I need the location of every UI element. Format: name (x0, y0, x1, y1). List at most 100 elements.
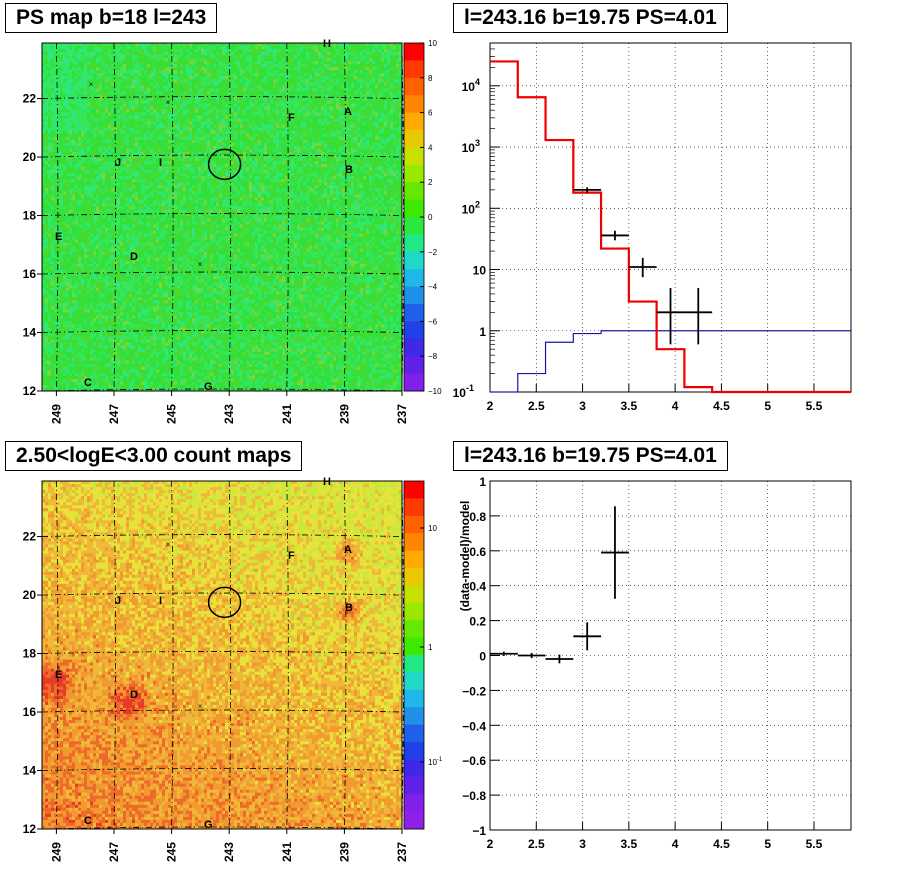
spectrum-x-tick-label: 3 (579, 399, 586, 413)
colorbar-ps-tick-label: −6 (428, 317, 438, 326)
residual-y-tick-label: 1 (479, 475, 486, 489)
spectrum-y-tick-label: 104 (462, 77, 480, 94)
map-x-tick-label: 243 (222, 404, 236, 424)
spectrum-x-tick-label: 3.5 (621, 399, 638, 413)
colorbar-ps-tick-label: −8 (428, 352, 438, 361)
map-y-tick-label: 22 (23, 92, 37, 106)
map-x-tick-label: 245 (165, 842, 179, 862)
spectrum-y-tick-label: 103 (462, 138, 480, 155)
residual-y-axis-label: (data-model)/model (458, 501, 472, 612)
source-label-b: B (345, 602, 353, 614)
colorbar-ps-tick-label: 10 (428, 39, 437, 48)
residual-x-tick-label: 3.5 (621, 837, 638, 851)
residual-y-tick-label: −0.4 (462, 719, 486, 733)
colorbar-count-tick-label: 1 (428, 643, 433, 652)
residual-y-tick-label: −0.8 (462, 789, 486, 803)
colorbar-count-tick-label: 10 (428, 524, 437, 533)
source-label-c: C (84, 377, 92, 389)
map-x-tick-label: 239 (337, 404, 351, 424)
count-map-panel (37, 481, 404, 834)
spectrum-x-tick-label: 4 (672, 399, 679, 413)
cross-marker: × (89, 80, 94, 89)
map-y-tick-label: 18 (23, 209, 37, 223)
colorbar-ps-tick-label: 4 (428, 143, 433, 152)
map-x-tick-label: 247 (107, 842, 121, 862)
cross-marker: × (166, 98, 171, 107)
residual-x-tick-label: 5 (764, 837, 771, 851)
colorbar-ps-tick-label: −2 (428, 248, 438, 257)
colorbar-count-tick-label: 10-1 (428, 757, 443, 767)
spectrum-x-tick-label: 2.5 (528, 399, 545, 413)
source-label-f: F (288, 550, 295, 562)
colorbar-ps-tick-label: 8 (428, 74, 433, 83)
source-label-g: G (204, 381, 213, 393)
source-label-b: B (345, 164, 353, 176)
cross-marker: × (198, 260, 203, 269)
map-x-tick-label: 241 (280, 404, 294, 424)
source-label-a: A (344, 106, 352, 118)
map-y-tick-label: 14 (23, 326, 37, 340)
residual-x-tick-label: 4 (672, 837, 679, 851)
spectrum-y-tick-label: 1 (479, 325, 486, 339)
map-y-tick-label: 14 (23, 764, 37, 778)
map-y-tick-label: 22 (23, 530, 37, 544)
source-label-h: H (323, 38, 331, 50)
ps-map-panel (37, 43, 404, 396)
map-x-tick-label: 249 (49, 404, 63, 424)
spectrum-x-tick-label: 2 (487, 399, 494, 413)
source-label-e: E (55, 669, 62, 681)
map-x-tick-label: 239 (337, 842, 351, 862)
residual-x-tick-label: 2 (487, 837, 494, 851)
map-x-tick-label: 247 (107, 404, 121, 424)
source-label-e: E (55, 231, 62, 243)
map-x-tick-label: 237 (395, 404, 409, 424)
spectrum-y-tick-label: 10-1 (453, 383, 474, 400)
spectrum-x-tick-label: 4.5 (713, 399, 730, 413)
spectrum-panel (490, 43, 851, 392)
colorbar-count (404, 481, 424, 830)
source-label-c: C (84, 815, 92, 827)
source-label-j: J (115, 157, 121, 169)
map-y-tick-label: 20 (23, 588, 37, 602)
map-y-tick-label: 12 (23, 822, 37, 836)
map-y-tick-label: 16 (23, 267, 37, 281)
colorbar-ps-tick-label: 0 (428, 213, 433, 222)
residual-x-tick-label: 3 (579, 837, 586, 851)
colorbar-ps-tick-label: 6 (428, 109, 433, 118)
residual-y-tick-label: −0.2 (462, 684, 486, 698)
colorbar-ps-tick-label: −4 (428, 283, 438, 292)
cross-marker: × (166, 540, 171, 549)
residual-x-tick-label: 2.5 (528, 837, 545, 851)
source-label-i: I (159, 595, 162, 607)
residual-x-tick-label: 5.5 (806, 837, 823, 851)
map-y-tick-label: 20 (23, 150, 37, 164)
residual-y-tick-label: −0.6 (462, 754, 486, 768)
spectrum-x-tick-label: 5 (764, 399, 771, 413)
source-label-a: A (344, 544, 352, 556)
map-y-tick-label: 18 (23, 647, 37, 661)
source-label-g: G (204, 819, 213, 831)
residual-y-tick-label: 0.2 (469, 615, 486, 629)
colorbar-ps-tick-label: −10 (428, 387, 442, 396)
source-label-d: D (130, 251, 138, 263)
spectrum-y-tick-label: 10 (473, 264, 487, 278)
source-label-h: H (323, 476, 331, 488)
residual-x-tick-label: 4.5 (713, 837, 730, 851)
cross-marker: × (198, 702, 203, 711)
source-label-i: I (159, 157, 162, 169)
figure-canvas: 249 247 245 243 241 239 237121416182022HAFBJ IE… (0, 0, 898, 875)
residual-y-tick-label: −1 (472, 824, 486, 838)
map-y-tick-label: 16 (23, 705, 37, 719)
residual-panel (490, 481, 851, 830)
source-label-f: F (288, 112, 295, 124)
map-y-tick-label: 12 (23, 384, 37, 398)
spectrum-x-tick-label: 5.5 (806, 399, 823, 413)
residual-y-tick-label: 0 (479, 650, 486, 664)
map-x-tick-label: 241 (280, 842, 294, 862)
colorbar-ps-tick-label: 2 (428, 178, 433, 187)
source-label-d: D (130, 689, 138, 701)
map-x-tick-label: 237 (395, 842, 409, 862)
source-label-j: J (115, 595, 121, 607)
spectrum-y-tick-label: 102 (462, 199, 480, 216)
map-x-tick-label: 249 (49, 842, 63, 862)
